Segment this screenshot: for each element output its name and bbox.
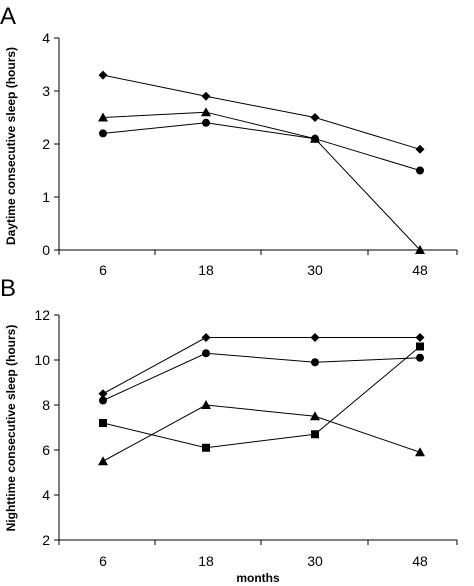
x-tick-label: 6 [99, 553, 107, 569]
data-point-circle [416, 353, 424, 362]
panel-b-y-ticks: 2 4 6 8 10 12 [34, 307, 59, 548]
data-point-circle [311, 134, 319, 143]
series-diamond [98, 70, 425, 154]
data-point-triangle [201, 400, 211, 409]
data-point-diamond [310, 333, 320, 342]
series-line [102, 122, 421, 171]
panel-a: A Daytime consecutive sleep (hours) 0 1 2 3… [0, 3, 458, 278]
data-point-square [202, 443, 210, 452]
series-line [102, 111, 421, 251]
y-tick-label: 12 [34, 307, 50, 323]
x-tick-label: 30 [307, 553, 323, 569]
panel-a-letter: A [0, 3, 16, 30]
panel-b-axes [58, 315, 457, 541]
series-diamond [98, 333, 425, 399]
data-point-square [99, 419, 107, 427]
x-tick-label: 6 [99, 262, 107, 278]
series-line [102, 404, 421, 462]
data-point-diamond [98, 70, 108, 80]
panel-a-series [98, 70, 425, 254]
panel-b-x-axis-label: months [236, 571, 280, 585]
y-tick-label: 6 [42, 442, 50, 458]
data-point-diamond [98, 389, 108, 399]
data-point-circle [416, 166, 424, 175]
x-tick-label: 18 [198, 553, 214, 569]
x-tick-label: 18 [198, 262, 214, 278]
panel-b-y-axis-label: Nighttime consecutive sleep (hours) [4, 325, 18, 532]
panel-a-y-ticks: 0 1 2 3 4 [42, 30, 59, 258]
data-point-square [416, 342, 424, 351]
x-tick-label: 48 [412, 262, 428, 278]
data-point-diamond [415, 144, 425, 154]
y-tick-label: 2 [42, 136, 50, 152]
data-point-triangle [98, 112, 108, 122]
panel-b-x-ticks: 6 18 30 48 [58, 540, 458, 569]
data-point-triangle [415, 447, 425, 457]
data-point-triangle [310, 411, 320, 421]
series-triangle [98, 400, 425, 466]
y-tick-label: 2 [42, 532, 50, 548]
data-point-circle [99, 129, 107, 138]
panel-b: B Nighttime consecutive sleep (hours) mo… [0, 275, 458, 585]
panel-a-axes [58, 38, 457, 251]
y-tick-label: 10 [34, 352, 50, 368]
data-point-diamond [201, 91, 211, 101]
y-tick-label: 1 [42, 189, 50, 205]
panel-a-x-ticks: 6 18 30 48 [58, 250, 458, 278]
series-square [99, 342, 424, 452]
y-tick-label: 4 [42, 30, 50, 46]
x-tick-label: 48 [412, 553, 428, 569]
series-line [102, 352, 421, 401]
data-point-circle [202, 349, 210, 358]
panel-b-letter: B [0, 275, 16, 302]
data-point-circle [311, 358, 319, 367]
data-point-diamond [201, 333, 211, 342]
series-line [102, 74, 421, 150]
series-line [102, 337, 420, 395]
panel-a-y-axis-label: Daytime consecutive sleep (hours) [4, 47, 18, 245]
series-circle [99, 118, 424, 175]
data-point-triangle [415, 245, 425, 254]
data-point-diamond [310, 113, 320, 122]
data-point-triangle [201, 107, 211, 117]
data-point-diamond [415, 333, 425, 342]
data-point-triangle [98, 456, 108, 466]
panel-b-series [98, 333, 425, 466]
series-line [102, 346, 421, 449]
data-point-circle [99, 396, 107, 405]
y-tick-label: 0 [42, 242, 50, 258]
series-circle [99, 349, 424, 405]
y-tick-label: 4 [42, 487, 50, 503]
data-point-square [311, 430, 319, 439]
y-tick-label: 8 [42, 397, 50, 413]
series-triangle [98, 107, 425, 254]
data-point-circle [202, 118, 210, 127]
x-tick-label: 30 [307, 262, 323, 278]
y-tick-label: 3 [42, 83, 50, 99]
